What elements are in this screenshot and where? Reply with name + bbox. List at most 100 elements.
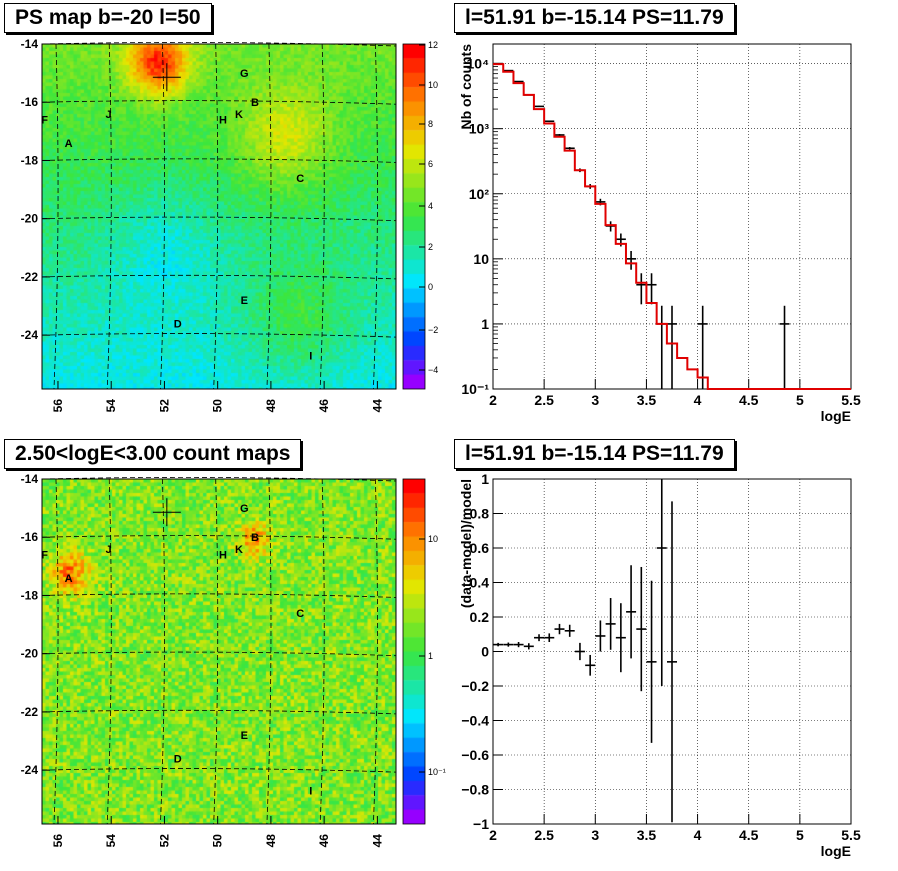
x-tick-label: 5 <box>796 392 804 408</box>
source-label-H: H <box>219 550 227 562</box>
meridian-line <box>266 43 272 390</box>
y-axis-label: Nb of counts <box>458 44 474 130</box>
meridian-line <box>160 43 165 390</box>
parallel-line <box>41 333 397 338</box>
source-label-G: G <box>240 503 249 515</box>
source-label-A: A <box>65 573 73 585</box>
colorbar-tick-label: 2 <box>428 242 433 252</box>
x-tick-label: 3.5 <box>637 392 657 408</box>
source-label-F: F <box>41 115 48 127</box>
x-tick-label: 2 <box>489 827 497 843</box>
source-label-H: H <box>219 115 227 127</box>
y-tick-label: −0.2 <box>461 678 489 694</box>
x-tick-label: 44 <box>370 399 384 413</box>
y-tick-label: 10² <box>469 186 490 202</box>
x-tick-label: 54 <box>104 834 118 848</box>
residual-title: l=51.91 b=-15.14 PS=11.79 <box>454 439 735 469</box>
y-tick-label: −1 <box>473 816 489 832</box>
colorbar-frame <box>402 478 426 825</box>
x-tick-label: 44 <box>370 834 384 848</box>
spectrum-title: l=51.91 b=-15.14 PS=11.79 <box>454 3 735 33</box>
y-tick-label: 10⁴ <box>467 56 490 72</box>
x-tick-label: 2 <box>489 392 497 408</box>
colorbar-tick-label: 0 <box>428 282 433 292</box>
x-tick-label: 4 <box>694 827 702 843</box>
x-tick-label: 50 <box>211 399 225 413</box>
y-tick-label: -22 <box>21 270 39 284</box>
y-tick-label: -22 <box>21 705 39 719</box>
x-tick-label: 3 <box>591 827 599 843</box>
x-tick-label: 4.5 <box>739 392 759 408</box>
y-tick-label: -14 <box>21 472 39 486</box>
y-tick-label: 0.6 <box>470 540 490 556</box>
x-tick-label: 2.5 <box>534 827 554 843</box>
source-label-E: E <box>241 295 248 307</box>
meridian-line <box>372 43 378 390</box>
source-label-I: I <box>309 351 312 363</box>
parallel-line <box>41 593 397 598</box>
colorbar-tick-label: 10⁻¹ <box>428 767 446 777</box>
y-tick-label: -20 <box>21 212 39 226</box>
x-tick-label: 54 <box>104 399 118 413</box>
colorbar-tick-label: −4 <box>428 365 438 375</box>
x-tick-label: 46 <box>317 399 331 413</box>
x-tick-label: 5 <box>796 827 804 843</box>
source-label-K: K <box>235 544 243 556</box>
meridian-line <box>319 43 325 390</box>
source-label-D: D <box>174 753 182 765</box>
parallel-line <box>41 158 397 163</box>
source-label-G: G <box>240 68 249 80</box>
x-tick-label: 3.5 <box>637 827 657 843</box>
y-tick-label: 0 <box>481 644 489 660</box>
source-label-D: D <box>174 318 182 330</box>
y-tick-label: -14 <box>21 37 39 51</box>
x-tick-label: 56 <box>51 399 65 413</box>
source-label-I: I <box>309 786 312 798</box>
x-axis-label: logE <box>821 408 851 424</box>
y-tick-label: 1 <box>481 316 489 332</box>
parallel-line <box>41 477 397 482</box>
spectrum-chart: 2 2.5 3 3.5 4 4.5 5 5.5 10⁴ 10³ 10² 10 1 10⁻¹ logE Nb o… <box>458 43 861 424</box>
plot-frame <box>492 478 852 825</box>
x-tick-label: 52 <box>157 834 171 848</box>
colorbar-tick-label: 10 <box>428 534 438 544</box>
meridian-line <box>53 478 59 825</box>
x-axis-label: logE <box>821 843 851 859</box>
model-step-line <box>493 63 851 390</box>
meridian-line <box>213 478 219 825</box>
x-tick-label: 2.5 <box>534 392 554 408</box>
y-tick-label: -16 <box>21 530 39 544</box>
meridian-line <box>106 43 112 390</box>
meridian-line <box>266 478 272 825</box>
count-colorbar <box>403 479 425 824</box>
y-tick-label: 0.8 <box>470 506 490 522</box>
map-frame <box>41 478 397 825</box>
count-map-title: 2.50<logE<3.00 count maps <box>4 439 302 469</box>
x-tick-label: 4 <box>694 392 702 408</box>
source-label-B: B <box>251 97 259 109</box>
y-axis-label: (data-model)/model <box>458 479 474 608</box>
x-tick-label: 48 <box>264 399 278 413</box>
ps-colorbar <box>403 44 425 389</box>
meridian-line <box>106 478 112 825</box>
colorbar-tick-label: 4 <box>428 201 433 211</box>
y-tick-label: −0.6 <box>461 747 489 763</box>
meridian-line <box>53 43 59 390</box>
y-tick-label: -16 <box>21 95 39 109</box>
source-label-J: J <box>105 544 111 556</box>
ps-map-title: PS map b=-20 l=50 <box>4 3 212 33</box>
parallel-line <box>41 709 397 715</box>
y-tick-label: −0.4 <box>461 713 489 729</box>
y-tick-label: 10³ <box>469 121 490 137</box>
y-tick-label: 10 <box>473 251 489 267</box>
y-tick-label: -18 <box>21 153 39 167</box>
x-tick-label: 4.5 <box>739 827 759 843</box>
x-tick-label: 5.5 <box>841 392 861 408</box>
parallel-line <box>41 274 397 280</box>
parallel-line <box>41 768 397 773</box>
y-tick-label: 0.2 <box>470 609 490 625</box>
parallel-line <box>41 535 397 540</box>
meridian-line <box>213 43 219 390</box>
x-tick-label: 46 <box>317 834 331 848</box>
